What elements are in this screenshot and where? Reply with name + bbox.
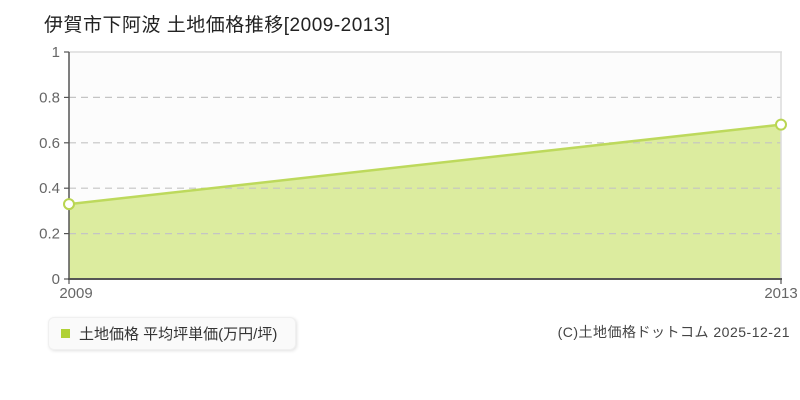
y-axis-tick-label: 0.4 bbox=[39, 180, 60, 197]
land-price-area-chart: 0 0.2 0.4 0.6 0.8 1 2009 2013 bbox=[39, 44, 798, 302]
page-title: 伊賀市下阿波 土地価格推移[2009-2013] bbox=[44, 15, 391, 36]
legend: 土地価格 平均坪単価(万円/坪) bbox=[48, 317, 297, 350]
y-axis-tick-label: 1 bbox=[52, 44, 60, 61]
x-axis-tick-label: 2009 bbox=[59, 285, 92, 302]
area-fill bbox=[69, 124, 781, 279]
x-axis-tick-label: 2013 bbox=[764, 285, 797, 302]
y-axis-tick-label: 0.6 bbox=[39, 135, 60, 152]
data-point-marker[interactable] bbox=[775, 118, 787, 131]
y-axis-tick-label: 0.2 bbox=[39, 226, 60, 243]
price-line bbox=[68, 123, 782, 206]
y-axis-tick-label: 0.8 bbox=[39, 89, 60, 106]
legend-marker-icon bbox=[61, 329, 70, 338]
y-axis-tick-label: 0 bbox=[52, 271, 60, 288]
legend-label: 土地価格 平均坪単価(万円/坪) bbox=[79, 326, 278, 343]
copyright-text: (C)土地価格ドットコム 2025-12-21 bbox=[557, 324, 790, 340]
data-point-marker[interactable] bbox=[63, 198, 75, 211]
